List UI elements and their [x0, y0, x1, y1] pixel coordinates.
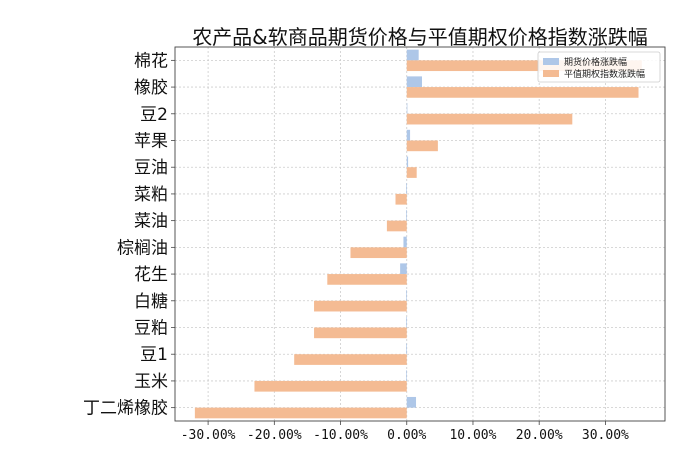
bar-futures	[406, 156, 409, 168]
bar-option	[294, 354, 407, 365]
bar-option	[314, 300, 407, 312]
bar-futures	[406, 290, 407, 301]
chart-title: 农产品&软商品期货价格与平值期权价格指数涨跌幅	[192, 25, 648, 49]
bar-option	[327, 274, 407, 285]
category-label: 白糖	[134, 292, 168, 312]
bar-option	[406, 87, 639, 98]
category-label: 菜粕	[134, 185, 168, 205]
category-label: 豆1	[140, 345, 168, 365]
x-tick-label: -20.00%	[247, 428, 302, 443]
category-label: 豆2	[140, 105, 168, 125]
category-label: 菜油	[134, 212, 168, 232]
bar-futures	[406, 343, 407, 355]
category-label: 豆粕	[134, 319, 168, 339]
x-tick-label: 0.00%	[387, 428, 426, 443]
bar-option	[406, 167, 417, 178]
bar-futures	[406, 209, 407, 221]
legend-swatch	[543, 70, 559, 77]
bar-futures	[406, 370, 407, 381]
bar-futures	[406, 316, 407, 328]
bar-option	[314, 327, 407, 339]
bar-futures	[406, 76, 422, 88]
bar-futures	[406, 396, 417, 408]
bar-option	[350, 247, 407, 259]
bar-futures	[406, 129, 411, 141]
bar-option	[395, 193, 407, 205]
plot-area: -30.00% -20.00% -10.00% 0.00% 10.00% 20.00% 30…	[83, 46, 666, 443]
category-label: 丁二烯橡胶	[83, 399, 168, 419]
bar-futures	[406, 183, 407, 194]
category-label: 豆油	[134, 158, 168, 178]
bar-option	[254, 380, 407, 392]
legend-label: 期货价格涨跌幅	[564, 56, 627, 68]
x-tick-label: 30.00%	[582, 428, 629, 443]
bar-option	[194, 407, 407, 419]
bar-option	[406, 140, 438, 152]
legend-swatch	[543, 58, 559, 65]
category-label: 苹果	[134, 132, 168, 152]
axes-frame	[174, 46, 666, 422]
category-label: 玉米	[134, 372, 168, 392]
bar-futures	[406, 49, 419, 61]
category-label: 棕榈油	[117, 238, 168, 258]
category-label: 橡胶	[134, 78, 168, 98]
x-tick-label: 10.00%	[449, 428, 496, 443]
category-label: 棉花	[134, 51, 168, 71]
legend-label: 平值期权指数涨跌幅	[564, 68, 645, 80]
bar-option	[406, 113, 573, 125]
bar-futures	[403, 236, 407, 248]
category-label: 花生	[134, 265, 168, 285]
x-tick-label: 20.00%	[516, 428, 563, 443]
x-tick-label: -30.00%	[181, 428, 236, 443]
bar-futures	[406, 103, 408, 114]
bar-option	[386, 220, 407, 232]
bar-futures	[400, 263, 407, 275]
legend-box	[537, 51, 661, 83]
bar-option	[406, 60, 642, 72]
x-tick-label: -10.00%	[313, 428, 368, 443]
